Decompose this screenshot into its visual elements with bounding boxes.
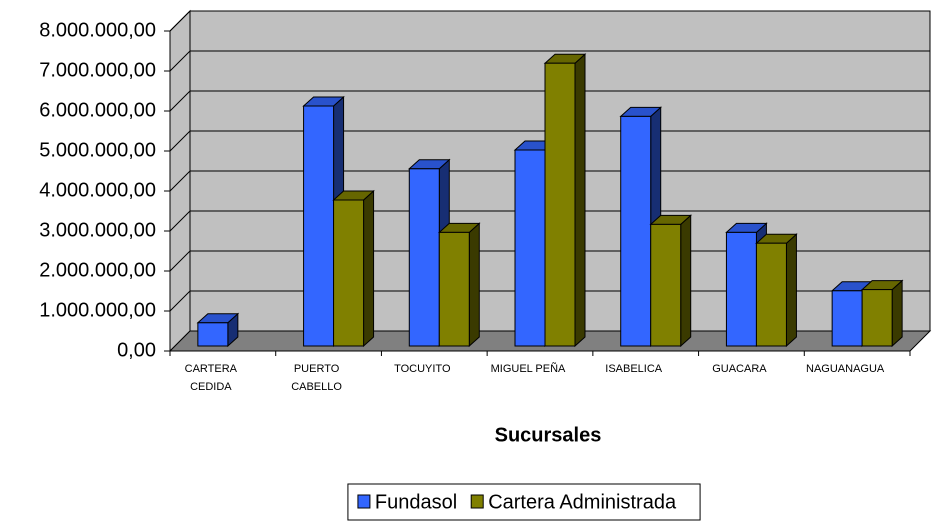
y-tick-label: 8.000.000,00 <box>39 19 156 41</box>
grid-line <box>169 170 930 192</box>
x-tick-label: MIGUEL PEÑA <box>491 362 566 375</box>
y-tick-label: 2.000.000,00 <box>39 259 156 281</box>
grid-line <box>169 10 930 32</box>
bar-side <box>574 53 586 348</box>
bar-front <box>438 231 470 347</box>
bar-front <box>197 322 229 347</box>
grid-line <box>169 90 930 112</box>
x-tick-label-line: PUERTO <box>294 363 340 375</box>
legend-box <box>347 483 701 521</box>
x-tick-label-line: NAGUANAGUA <box>806 363 885 375</box>
bar-front <box>544 62 576 347</box>
bar-front <box>333 199 365 347</box>
bar <box>543 53 587 348</box>
bar-side <box>363 189 375 348</box>
bar-side <box>468 222 480 348</box>
bar-front <box>408 168 440 347</box>
bar-side <box>680 214 692 348</box>
grid-line <box>169 210 930 232</box>
legend-swatch <box>470 494 484 509</box>
bar-side <box>891 279 903 348</box>
bar <box>332 189 375 348</box>
y-tick-label: 4.000.000,00 <box>39 179 156 201</box>
y-tick-label: 7.000.000,00 <box>39 59 156 81</box>
x-axis-label: Sucursales <box>495 424 602 446</box>
x-tick-label: CARTERA CEDIDA <box>185 363 238 393</box>
bar <box>649 214 693 348</box>
bar <box>302 95 345 348</box>
grid-line <box>169 130 930 152</box>
x-tick-label-line: TOCUYITO <box>394 363 451 375</box>
bar-front <box>650 223 682 347</box>
x-tick-label: ISABELICA <box>605 363 663 375</box>
y-tick-label: 1.000.000,00 <box>39 299 156 321</box>
y-tick-label: 0,00 <box>117 339 156 361</box>
y-tick-label: 3.000.000,00 <box>39 219 156 241</box>
x-tick-label-line: GUACARA <box>712 363 767 375</box>
bar-front <box>861 289 893 347</box>
x-tick-label-line: CARTERA <box>185 363 238 375</box>
y-tick-label: 6.000.000,00 <box>39 99 156 121</box>
legend-label: Fundasol <box>375 491 457 513</box>
bar <box>196 312 240 348</box>
grid-line <box>169 50 930 72</box>
bar <box>755 233 798 348</box>
legend: Fundasol Cartera Administrada <box>347 483 701 521</box>
legend-label: Cartera Administrada <box>488 491 677 513</box>
bar <box>437 222 481 348</box>
x-tick-label: PUERTO CABELLO <box>291 363 342 393</box>
x-tick-label: TOCUYITO <box>394 363 451 375</box>
x-tick-label-line: CEDIDA <box>190 381 232 393</box>
legend-swatch <box>357 494 371 509</box>
y-tick-label: 5.000.000,00 <box>39 139 156 161</box>
bar-front <box>514 149 546 347</box>
x-tick-label-line: CABELLO <box>291 381 342 393</box>
x-tick-label-line: ISABELICA <box>605 363 663 375</box>
x-tick-label: NAGUANAGUA <box>806 363 885 375</box>
bar-side <box>785 233 797 348</box>
bar-front <box>755 242 787 347</box>
x-tick-label: GUACARA <box>712 363 767 375</box>
bar-front <box>303 105 335 347</box>
bar-front <box>620 115 652 347</box>
bar-front <box>725 231 757 347</box>
x-tick-label-line: MIGUEL PEÑA <box>491 362 566 375</box>
bar-front <box>831 290 863 347</box>
bar <box>860 279 904 348</box>
